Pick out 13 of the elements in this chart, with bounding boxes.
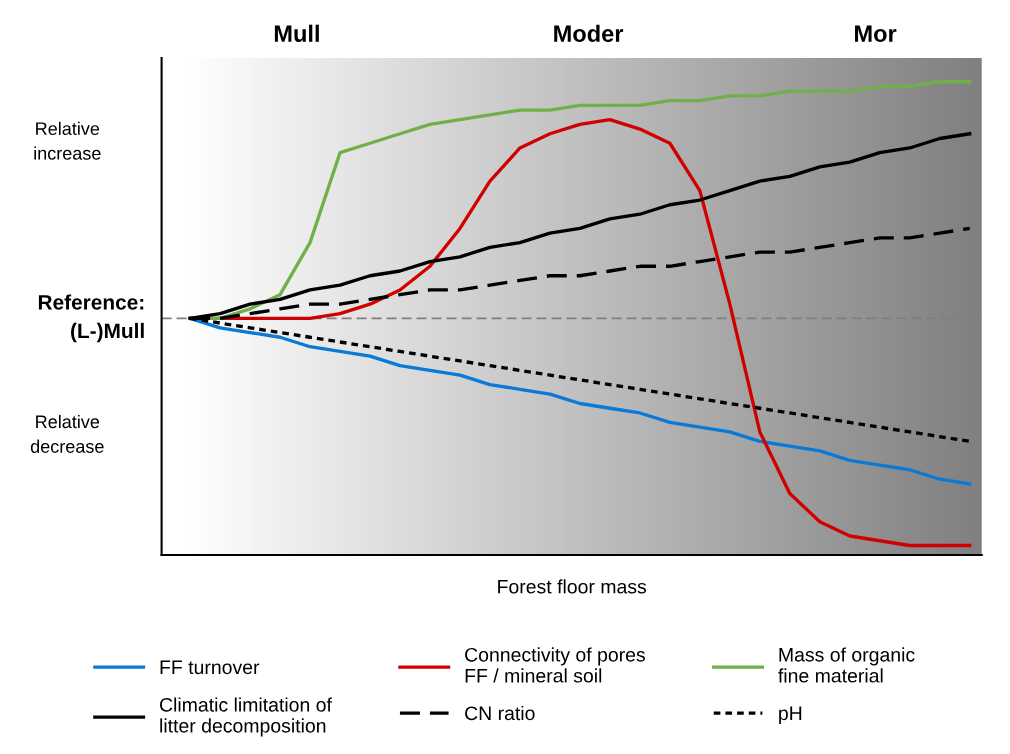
- legend-label: FF turnover: [160, 660, 260, 675]
- text: Relative decrease: [30, 414, 104, 453]
- legend-label: Connectivity of pores FF / mineral soil: [465, 647, 645, 683]
- legend-label: Climatic limitation of litter decomposition: [160, 697, 332, 737]
- text: Moder: [554, 24, 624, 43]
- text: Relative increase: [34, 121, 101, 160]
- legend-label: Mass of organic fine material: [778, 647, 915, 683]
- text: Mull: [274, 24, 319, 43]
- legend-label: pH: [779, 706, 802, 725]
- legend-label: CN ratio: [465, 705, 535, 721]
- text: Mor: [855, 25, 897, 43]
- x-axis-title: Forest floor mass: [498, 579, 647, 594]
- ref-line-label: Reference: (L-)Mull: [38, 294, 144, 343]
